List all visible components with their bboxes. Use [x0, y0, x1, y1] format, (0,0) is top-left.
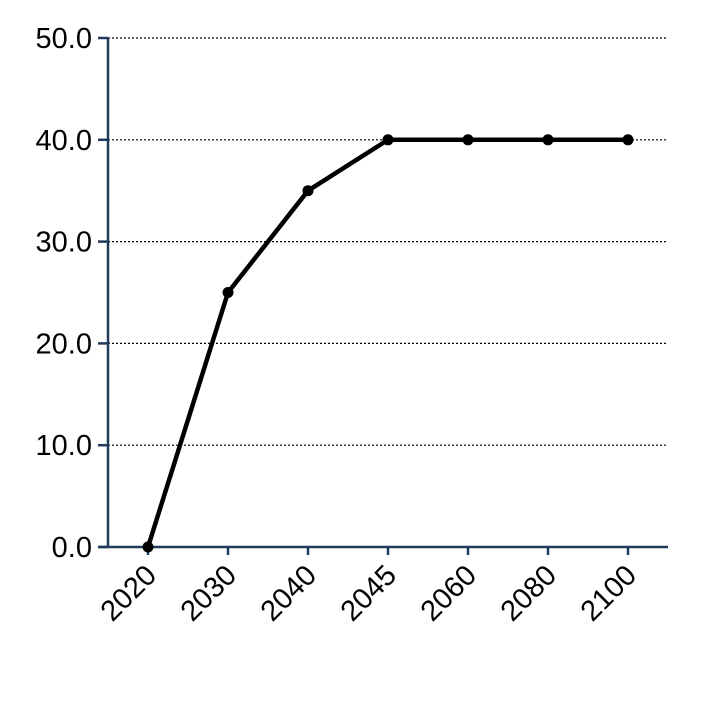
y-tick-label: 20.0	[36, 328, 92, 360]
data-point	[222, 287, 234, 298]
x-tick-label: 2020	[95, 559, 163, 627]
data-point	[302, 185, 314, 197]
x-tick-label: 2060	[415, 559, 483, 627]
y-tick-label: 0.0	[52, 532, 92, 564]
x-tick-label: 2045	[335, 559, 403, 627]
x-tick-label: 2030	[175, 559, 243, 627]
data-point	[142, 541, 154, 553]
data-point	[382, 134, 394, 146]
data-point	[542, 134, 554, 146]
x-tick-label: 2080	[495, 559, 563, 627]
y-tick-label: 10.0	[36, 430, 92, 462]
x-tick-label: 2040	[255, 559, 323, 627]
data-point	[622, 134, 634, 146]
y-tick-label: 40.0	[36, 125, 92, 157]
data-point	[462, 134, 474, 146]
y-tick-label: 50.0	[36, 23, 92, 55]
x-tick-label: 2100	[575, 559, 643, 627]
y-tick-label: 30.0	[36, 227, 92, 259]
